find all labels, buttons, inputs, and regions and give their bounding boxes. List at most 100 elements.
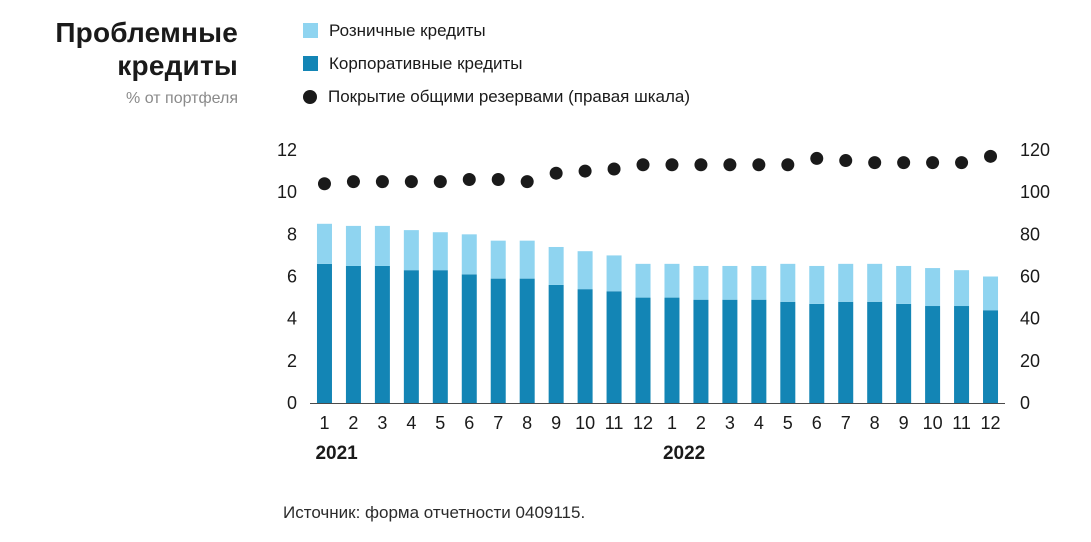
bar-corporate-segment xyxy=(345,265,361,403)
coverage-dot xyxy=(346,175,360,189)
bar-corporate-segment xyxy=(809,303,825,403)
coverage-dot xyxy=(607,162,621,176)
bar-corporate-segment xyxy=(867,301,883,403)
bar-retail-segment xyxy=(693,265,709,300)
bar-retail-segment xyxy=(345,225,361,266)
right-axis-tick-label: 80 xyxy=(1020,224,1040,244)
right-axis-tick-label: 0 xyxy=(1020,393,1030,413)
legend-label-coverage: Покрытие общими резервами (правая шкала) xyxy=(328,86,691,106)
bar-corporate-segment xyxy=(519,278,535,403)
right-axis-tick-label: 40 xyxy=(1020,309,1040,329)
bar-retail-segment xyxy=(606,255,622,292)
bar-corporate-segment xyxy=(635,297,651,403)
right-axis-tick-label: 20 xyxy=(1020,351,1040,371)
month-tick-label: 7 xyxy=(493,413,503,433)
right-axis-tick-label: 100 xyxy=(1020,182,1050,202)
coverage-dot xyxy=(375,175,389,189)
year-label: 2022 xyxy=(663,443,705,464)
left-axis-tick-label: 10 xyxy=(277,182,297,202)
coverage-dot xyxy=(665,158,679,172)
month-tick-label: 7 xyxy=(841,413,851,433)
month-tick-label: 4 xyxy=(754,413,764,433)
bar-corporate-segment xyxy=(316,263,332,403)
bar-corporate-segment xyxy=(896,303,912,403)
bar-corporate-segment xyxy=(548,284,564,403)
bar-retail-segment xyxy=(983,276,999,311)
bar-retail-segment xyxy=(838,263,854,302)
bar-retail-segment xyxy=(548,246,564,285)
bar-corporate-segment xyxy=(983,310,999,403)
month-tick-label: 2 xyxy=(348,413,358,433)
bar-corporate-segment xyxy=(374,265,390,403)
coverage-dot xyxy=(868,156,882,170)
bar-retail-segment xyxy=(722,265,738,300)
chart-subtitle: % от портфеля xyxy=(126,90,238,108)
bar-retail-segment xyxy=(403,230,419,271)
bar-retail-segment xyxy=(751,265,767,300)
coverage-dot xyxy=(317,177,331,191)
bar-retail-segment xyxy=(316,223,332,264)
month-tick-label: 10 xyxy=(575,413,595,433)
coverage-dot xyxy=(520,175,534,189)
right-axis-tick-label: 120 xyxy=(1020,140,1050,160)
month-tick-label: 9 xyxy=(899,413,909,433)
bar-corporate-segment xyxy=(664,297,680,403)
bar-retail-segment xyxy=(490,240,506,279)
month-tick-label: 3 xyxy=(377,413,387,433)
month-tick-label: 11 xyxy=(605,413,624,433)
source-note: Источник: форма отчетности 0409115. xyxy=(283,503,586,522)
coverage-dot xyxy=(810,151,824,165)
coverage-dot xyxy=(723,158,737,172)
coverage-dot xyxy=(549,166,563,180)
left-axis-tick-label: 0 xyxy=(287,393,297,413)
bar-retail-segment xyxy=(664,263,680,298)
bar-corporate-segment xyxy=(954,306,970,403)
bar-corporate-segment xyxy=(780,301,796,403)
legend: Розничные кредиты Корпоративные кредиты … xyxy=(303,20,690,119)
bar-corporate-segment xyxy=(490,278,506,403)
coverage-dot xyxy=(955,156,969,170)
bar-retail-segment xyxy=(867,263,883,302)
bar-retail-segment xyxy=(896,265,912,304)
bar-corporate-segment xyxy=(722,299,738,403)
bar-corporate-segment xyxy=(432,270,448,403)
coverage-dot xyxy=(636,158,650,172)
month-tick-label: 4 xyxy=(406,413,416,433)
bar-retail-segment xyxy=(461,234,477,275)
month-tick-label: 5 xyxy=(783,413,793,433)
bar-retail-segment xyxy=(374,225,390,266)
coverage-dot xyxy=(433,175,447,189)
bar-corporate-segment xyxy=(461,274,477,403)
bar-corporate-segment xyxy=(577,289,593,403)
month-tick-label: 12 xyxy=(981,413,1001,433)
month-tick-label: 6 xyxy=(812,413,822,433)
chart-title-block: Проблемные кредиты % от портфеля xyxy=(8,16,238,108)
month-tick-label: 9 xyxy=(551,413,561,433)
coverage-dot xyxy=(897,156,911,170)
year-label: 2021 xyxy=(315,443,358,464)
coverage-dot xyxy=(752,158,766,172)
bar-corporate-segment xyxy=(838,301,854,403)
month-tick-label: 10 xyxy=(923,413,943,433)
legend-item-corporate: Корпоративные кредиты xyxy=(303,53,690,74)
chart-title-line1: Проблемные xyxy=(55,17,238,48)
month-tick-label: 1 xyxy=(319,413,329,433)
month-tick-label: 3 xyxy=(725,413,735,433)
retail-legend-swatch-icon xyxy=(303,23,318,38)
bar-retail-segment xyxy=(780,263,796,302)
bar-retail-segment xyxy=(519,240,535,279)
coverage-dot xyxy=(578,164,592,178)
month-tick-label: 2 xyxy=(696,413,706,433)
bar-corporate-segment xyxy=(606,291,622,403)
coverage-dot xyxy=(926,156,940,170)
month-tick-label: 8 xyxy=(870,413,880,433)
coverage-dot xyxy=(781,158,795,172)
left-axis-tick-label: 4 xyxy=(287,309,297,329)
bar-corporate-segment xyxy=(751,299,767,403)
bar-retail-segment xyxy=(635,263,651,298)
legend-item-coverage: Покрытие общими резервами (правая шкала) xyxy=(303,86,690,107)
coverage-dot xyxy=(694,158,708,172)
left-axis-tick-label: 8 xyxy=(287,224,297,244)
